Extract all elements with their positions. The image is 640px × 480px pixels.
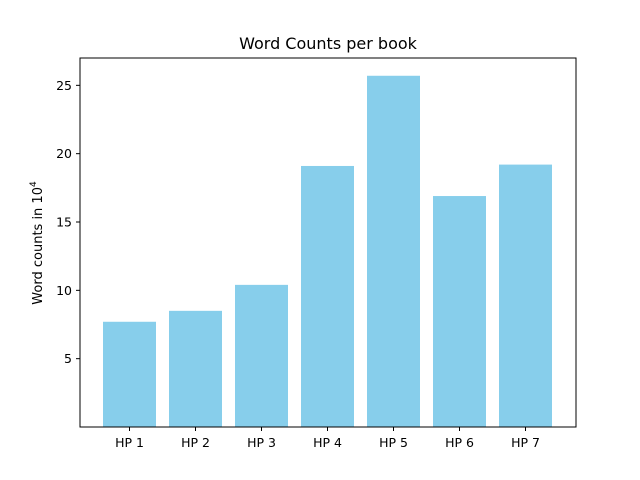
y-tick-label: 10 <box>56 283 72 298</box>
chart-title: Word Counts per book <box>239 34 418 53</box>
bars-group <box>103 75 552 428</box>
bar-hp-4 <box>301 165 354 427</box>
y-axis-label-main: Word counts in 10 <box>31 187 46 305</box>
bar-hp-1 <box>103 321 156 427</box>
x-tick-label: HP 5 <box>379 435 408 450</box>
y-tick-label: 25 <box>56 78 72 93</box>
x-tick-label: HP 1 <box>115 435 144 450</box>
y-tick-label: 20 <box>56 146 72 161</box>
bar-hp-7 <box>499 164 552 427</box>
y-tick-label: 5 <box>64 351 72 366</box>
x-tick-label: HP 6 <box>445 435 474 450</box>
bar-hp-2 <box>169 310 222 427</box>
bar-hp-5 <box>367 75 420 428</box>
y-axis: 5 10 15 20 25 <box>56 78 80 366</box>
bar-hp-6 <box>433 196 486 427</box>
plot-frame <box>79 57 577 428</box>
x-tick-label: HP 4 <box>313 435 342 450</box>
x-tick-label: HP 7 <box>511 435 540 450</box>
x-tick-label: HP 3 <box>247 435 276 450</box>
x-tick-label: HP 2 <box>181 435 210 450</box>
bar-hp-3 <box>235 284 288 427</box>
y-tick-label: 15 <box>56 215 72 230</box>
y-axis-label: Word counts in 104 <box>29 181 46 305</box>
x-axis: HP 1 HP 2 HP 3 HP 4 HP 5 HP 6 HP 7 <box>115 427 540 450</box>
y-axis-label-superscript: 4 <box>29 181 39 187</box>
